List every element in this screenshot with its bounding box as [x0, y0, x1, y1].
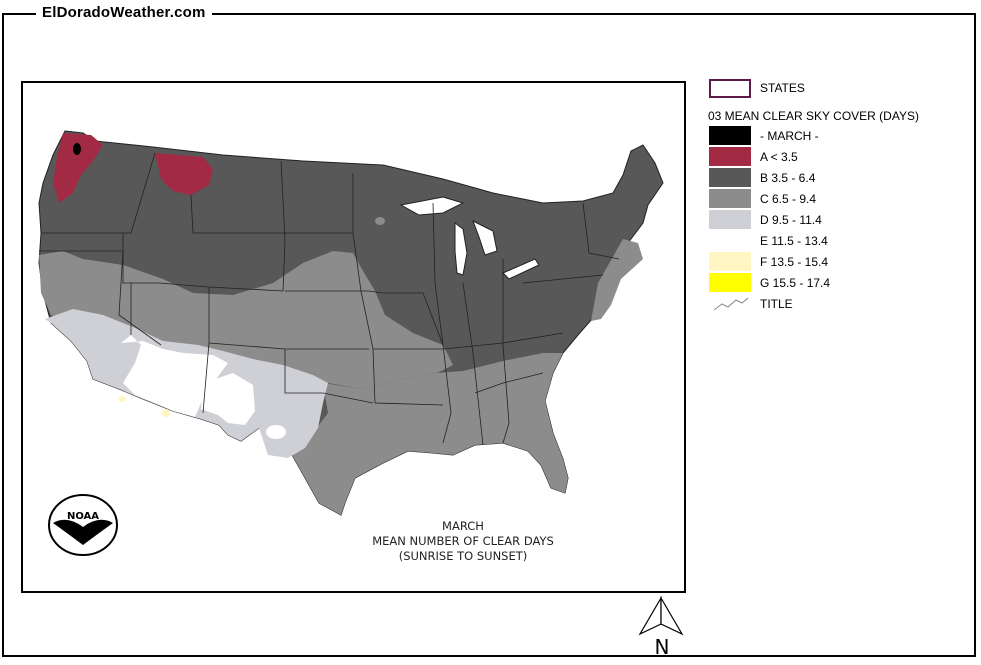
month-label: - MARCH - [760, 129, 819, 143]
outer-frame [2, 13, 976, 657]
zone-f-spot-2 [162, 409, 170, 417]
zone-f-spot-1 [118, 396, 126, 402]
class-f-label: F 13.5 - 15.4 [760, 255, 829, 269]
north-label: N [655, 635, 670, 659]
class-g-label: G 15.5 - 17.4 [760, 276, 831, 290]
zone-a-washington [53, 133, 103, 203]
class-c-swatch [709, 189, 751, 208]
class-f-swatch [709, 252, 751, 271]
title-line-icon [713, 297, 749, 311]
class-e-swatch [709, 231, 751, 250]
north-arrow: N [636, 595, 686, 660]
zone-c-minnesota-spot [375, 217, 385, 225]
noaa-logo: NOAA [48, 494, 118, 556]
lake-superior [399, 196, 465, 216]
caption-subtitle: (SUNRISE TO SUNSET) [398, 549, 528, 563]
zone-month-puget [73, 143, 81, 155]
north-arrow-icon: N [638, 595, 684, 659]
class-a-swatch [709, 147, 751, 166]
title-label: TITLE [760, 297, 793, 311]
class-a-label: A < 3.5 [760, 150, 798, 164]
class-b-label: B 3.5 - 6.4 [760, 171, 816, 185]
caption-title: MEAN NUMBER OF CLEAR DAYS [372, 534, 554, 548]
zone-c-west [39, 251, 453, 389]
map-panel: NOAA MARCH MEAN NUMBER OF CLEAR DAYS (SU… [21, 81, 686, 593]
lake-erie [502, 258, 540, 280]
zone-e-desert [121, 335, 228, 417]
class-b-swatch [709, 168, 751, 187]
states-label: STATES [760, 81, 805, 95]
zone-a-montana [155, 153, 213, 195]
state-boundaries [39, 152, 620, 446]
month-swatch [709, 126, 751, 145]
class-c-label: C 6.5 - 9.4 [760, 192, 817, 206]
class-g-swatch [709, 273, 751, 292]
class-d-swatch [709, 210, 751, 229]
noaa-logo-text: NOAA [67, 511, 99, 522]
zone-c-northeast [591, 239, 643, 321]
lake-huron [472, 219, 498, 256]
zone-c-south [291, 353, 568, 515]
caption-month: MARCH [442, 519, 484, 533]
zone-e-newmexico [201, 373, 255, 425]
lake-michigan [454, 222, 468, 276]
site-title[interactable]: ElDoradoWeather.com [36, 4, 212, 21]
class-d-label: D 9.5 - 11.4 [760, 213, 822, 227]
zone-e-texas-spot [266, 425, 286, 439]
us-clear-days-map [38, 130, 664, 516]
legend-heading: 03 MEAN CLEAR SKY COVER (DAYS) [708, 109, 919, 123]
states-swatch [709, 79, 751, 98]
map-caption: MARCH MEAN NUMBER OF CLEAR DAYS (SUNRISE… [353, 519, 573, 564]
class-e-label: E 11.5 - 13.4 [760, 234, 828, 248]
